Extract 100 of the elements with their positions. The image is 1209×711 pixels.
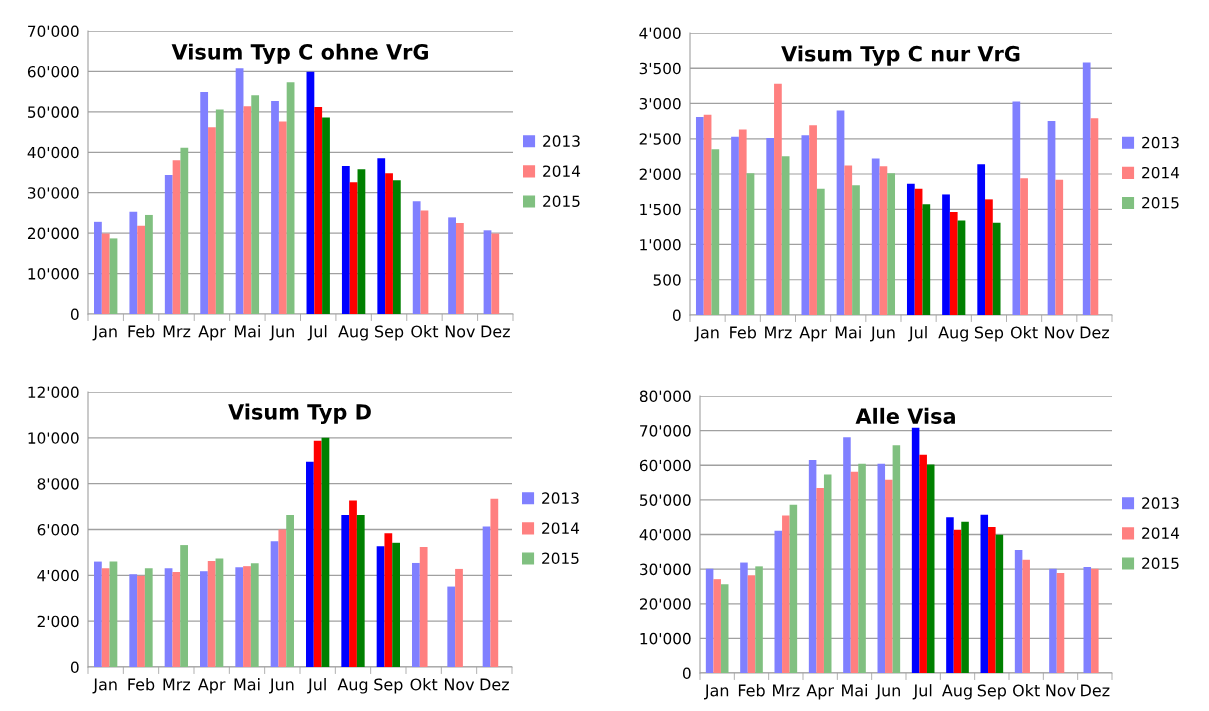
x-tick-label: Okt [1010, 326, 1038, 339]
bar [101, 568, 110, 667]
bar [1047, 121, 1056, 315]
legend-label: 2013 [543, 135, 580, 147]
x-tick-label: Jan [694, 326, 719, 342]
bar [94, 561, 102, 667]
bar [94, 221, 102, 314]
x-tick-label: Apr [799, 326, 827, 342]
bar [782, 515, 790, 673]
bar [385, 173, 393, 314]
bar [455, 223, 464, 314]
x-tick-label: Jul [908, 326, 927, 342]
x-tick-label: Feb [128, 678, 155, 691]
bar [314, 107, 323, 314]
bar [1083, 567, 1092, 673]
legend-label: 2014 [1142, 166, 1180, 179]
bar [877, 463, 886, 673]
x-tick-label: Jan [704, 684, 729, 700]
x-tick-label: Aug [942, 684, 972, 700]
bar [129, 211, 138, 314]
bar [850, 471, 859, 673]
bar [243, 566, 251, 667]
x-tick-label: Apr [806, 684, 834, 700]
y-tick-label: 0 [70, 308, 79, 321]
y-tick-label: 4'000 [639, 27, 681, 40]
bar [322, 117, 330, 314]
x-tick-label: Feb [738, 684, 765, 697]
y-tick-label: 2'000 [37, 615, 79, 628]
bar [412, 562, 420, 667]
bar [961, 521, 969, 673]
bar [286, 82, 295, 314]
legend-label: 2014 [542, 522, 580, 534]
x-tick-label: Dez [1080, 326, 1109, 339]
x-tick-label: Okt [411, 325, 439, 338]
bar [957, 220, 966, 315]
y-tick-label: 3'000 [639, 97, 681, 110]
bar [482, 526, 491, 667]
legend-label: 2015 [543, 195, 580, 207]
bar [713, 579, 721, 673]
bar [137, 575, 145, 667]
bar [1012, 101, 1021, 315]
y-tick-label: 1'000 [640, 238, 681, 251]
bar [419, 546, 428, 667]
x-tick-label: Jul [912, 684, 932, 700]
bar [235, 567, 244, 667]
bar [101, 233, 110, 314]
y-tick-label: 1'500 [640, 203, 681, 216]
y-tick-label: 60'000 [639, 459, 691, 472]
bar [129, 574, 138, 667]
bar [270, 541, 279, 667]
legend-label: 2014 [543, 165, 581, 177]
bar [235, 68, 244, 314]
bar [985, 199, 993, 315]
bar [1090, 118, 1099, 315]
y-tick-label: 2'000 [639, 168, 681, 181]
x-tick-label: Jun [870, 326, 895, 342]
bar [942, 194, 950, 315]
bar [1056, 572, 1065, 673]
y-tick-label: 2'500 [639, 133, 681, 145]
y-tick-label: 3'500 [639, 62, 681, 75]
bar [384, 533, 393, 667]
y-tick-label: 70'000 [28, 25, 79, 38]
bar [356, 515, 365, 667]
y-tick-label: 40'000 [27, 146, 79, 159]
legend-label: 2014 [1142, 527, 1180, 539]
bar [755, 566, 763, 673]
bar [491, 233, 500, 314]
bar [1091, 568, 1099, 673]
x-tick-label: Mrz [765, 326, 792, 339]
bar [172, 572, 181, 667]
y-tick-label: 50'000 [640, 494, 691, 506]
x-tick-label: Jan [92, 325, 117, 341]
legend-label: 2013 [1142, 136, 1179, 149]
bar [720, 584, 729, 673]
y-tick-label: 10'000 [640, 632, 691, 645]
bar [774, 530, 783, 673]
bar [858, 463, 866, 673]
bar [200, 571, 208, 667]
x-tick-label: Dez [1081, 684, 1110, 697]
y-tick-label: 6'000 [37, 523, 79, 536]
bar [926, 464, 935, 673]
y-tick-label: 20'000 [639, 598, 691, 610]
bar [816, 188, 825, 315]
bar [885, 479, 893, 673]
bar [137, 225, 146, 314]
x-tick-label: Mrz [163, 325, 191, 338]
x-tick-label: Nov [1045, 326, 1075, 339]
legend-label: 2013 [542, 492, 579, 504]
bar [852, 185, 860, 315]
y-tick-label: 500 [653, 274, 681, 286]
bar [109, 238, 118, 314]
y-tick-label: 10'000 [28, 268, 79, 280]
x-tick-label: Mai [835, 326, 861, 339]
x-tick-label: Mrz [163, 678, 191, 691]
bar [711, 149, 720, 315]
bar [251, 95, 260, 314]
bar [278, 529, 287, 667]
bar [801, 135, 810, 315]
x-tick-label: Jul [307, 325, 327, 341]
bar [483, 230, 492, 314]
